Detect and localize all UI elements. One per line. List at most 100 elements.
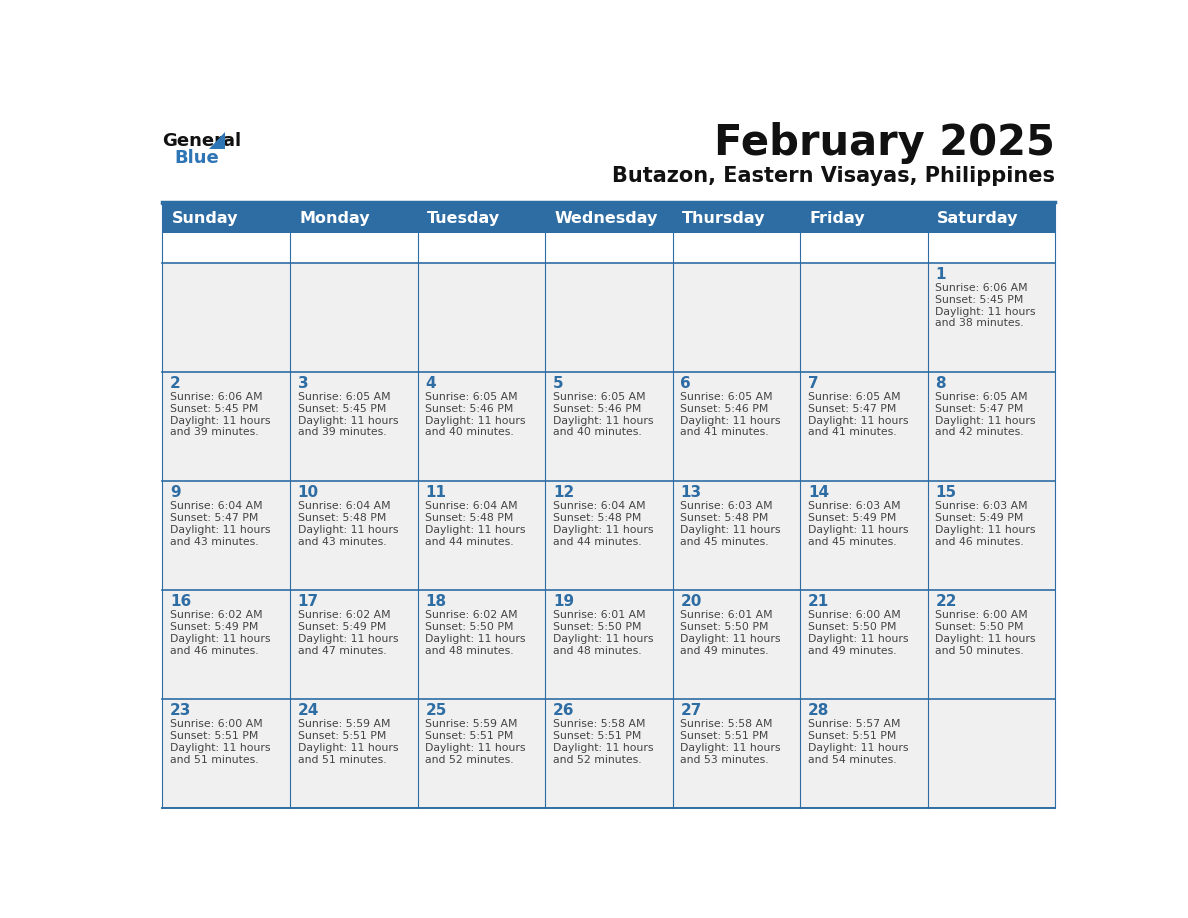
- Bar: [417, 263, 545, 372]
- Text: and 53 minutes.: and 53 minutes.: [681, 755, 769, 765]
- Text: Daylight: 11 hours: Daylight: 11 hours: [298, 743, 398, 753]
- Text: 22: 22: [935, 594, 958, 610]
- Text: Sunset: 5:45 PM: Sunset: 5:45 PM: [170, 404, 259, 414]
- Bar: [545, 372, 672, 481]
- Text: Sunset: 5:45 PM: Sunset: 5:45 PM: [298, 404, 386, 414]
- Text: and 52 minutes.: and 52 minutes.: [552, 755, 642, 765]
- Text: Monday: Monday: [299, 211, 369, 226]
- Text: Sunrise: 6:05 AM: Sunrise: 6:05 AM: [552, 392, 645, 402]
- Bar: [801, 589, 928, 699]
- Text: Daylight: 11 hours: Daylight: 11 hours: [935, 633, 1036, 644]
- Text: Daylight: 11 hours: Daylight: 11 hours: [298, 416, 398, 426]
- Text: 1: 1: [935, 267, 946, 282]
- Text: Sunset: 5:48 PM: Sunset: 5:48 PM: [298, 512, 386, 522]
- Text: Sunset: 5:51 PM: Sunset: 5:51 PM: [552, 731, 642, 741]
- Text: Butazon, Eastern Visayas, Philippines: Butazon, Eastern Visayas, Philippines: [612, 165, 1055, 185]
- Bar: [801, 263, 928, 372]
- Text: Sunrise: 6:05 AM: Sunrise: 6:05 AM: [935, 392, 1028, 402]
- Text: Sunrise: 6:05 AM: Sunrise: 6:05 AM: [298, 392, 391, 402]
- Text: Daylight: 11 hours: Daylight: 11 hours: [425, 524, 526, 534]
- Text: Sunset: 5:50 PM: Sunset: 5:50 PM: [681, 621, 769, 632]
- Text: Thursday: Thursday: [682, 211, 765, 226]
- Text: Sunset: 5:47 PM: Sunset: 5:47 PM: [808, 404, 896, 414]
- Text: Friday: Friday: [809, 211, 865, 226]
- Text: Sunset: 5:50 PM: Sunset: 5:50 PM: [935, 621, 1024, 632]
- Bar: [928, 699, 1055, 808]
- Text: Sunset: 5:47 PM: Sunset: 5:47 PM: [170, 512, 259, 522]
- Text: 20: 20: [681, 594, 702, 610]
- Bar: [290, 481, 417, 589]
- Text: Sunset: 5:45 PM: Sunset: 5:45 PM: [935, 295, 1024, 305]
- Text: Daylight: 11 hours: Daylight: 11 hours: [170, 743, 271, 753]
- Bar: [672, 481, 801, 589]
- Text: and 43 minutes.: and 43 minutes.: [170, 536, 259, 546]
- Bar: [290, 589, 417, 699]
- Bar: [672, 699, 801, 808]
- Text: Sunset: 5:49 PM: Sunset: 5:49 PM: [170, 621, 259, 632]
- Text: Daylight: 11 hours: Daylight: 11 hours: [681, 633, 781, 644]
- Text: Sunrise: 6:04 AM: Sunrise: 6:04 AM: [298, 500, 391, 510]
- Text: 7: 7: [808, 376, 819, 391]
- Text: 27: 27: [681, 703, 702, 719]
- Text: 18: 18: [425, 594, 447, 610]
- Text: Sunset: 5:46 PM: Sunset: 5:46 PM: [425, 404, 513, 414]
- Bar: [928, 372, 1055, 481]
- Text: Sunset: 5:47 PM: Sunset: 5:47 PM: [935, 404, 1024, 414]
- Text: and 46 minutes.: and 46 minutes.: [170, 645, 259, 655]
- Text: Sunset: 5:50 PM: Sunset: 5:50 PM: [425, 621, 513, 632]
- Text: 28: 28: [808, 703, 829, 719]
- Text: Sunset: 5:51 PM: Sunset: 5:51 PM: [298, 731, 386, 741]
- Text: Daylight: 11 hours: Daylight: 11 hours: [808, 633, 909, 644]
- Text: 12: 12: [552, 486, 574, 500]
- Text: Sunset: 5:49 PM: Sunset: 5:49 PM: [298, 621, 386, 632]
- Bar: [417, 481, 545, 589]
- Bar: [417, 589, 545, 699]
- Polygon shape: [209, 132, 225, 149]
- Text: Sunrise: 6:01 AM: Sunrise: 6:01 AM: [681, 610, 773, 620]
- Text: and 51 minutes.: and 51 minutes.: [170, 755, 259, 765]
- Bar: [290, 372, 417, 481]
- Text: and 41 minutes.: and 41 minutes.: [808, 428, 897, 438]
- Text: Daylight: 11 hours: Daylight: 11 hours: [552, 524, 653, 534]
- Text: Wednesday: Wednesday: [555, 211, 658, 226]
- Bar: [163, 699, 290, 808]
- Text: and 49 minutes.: and 49 minutes.: [808, 645, 897, 655]
- Bar: [928, 263, 1055, 372]
- Bar: [163, 589, 290, 699]
- Text: and 47 minutes.: and 47 minutes.: [298, 645, 386, 655]
- Bar: [801, 699, 928, 808]
- Text: and 49 minutes.: and 49 minutes.: [681, 645, 769, 655]
- Bar: [672, 372, 801, 481]
- Text: 14: 14: [808, 486, 829, 500]
- Bar: [672, 589, 801, 699]
- Text: 8: 8: [935, 376, 946, 391]
- Text: and 48 minutes.: and 48 minutes.: [425, 645, 514, 655]
- Text: and 40 minutes.: and 40 minutes.: [425, 428, 514, 438]
- Text: Daylight: 11 hours: Daylight: 11 hours: [425, 743, 526, 753]
- Text: Sunrise: 6:06 AM: Sunrise: 6:06 AM: [170, 392, 263, 402]
- Text: and 38 minutes.: and 38 minutes.: [935, 319, 1024, 329]
- Bar: [801, 481, 928, 589]
- Text: 10: 10: [298, 486, 318, 500]
- Text: Sunset: 5:50 PM: Sunset: 5:50 PM: [552, 621, 642, 632]
- Text: 4: 4: [425, 376, 436, 391]
- Text: Sunset: 5:49 PM: Sunset: 5:49 PM: [935, 512, 1024, 522]
- Text: Sunrise: 5:59 AM: Sunrise: 5:59 AM: [298, 719, 390, 729]
- Text: Daylight: 11 hours: Daylight: 11 hours: [935, 307, 1036, 317]
- Bar: [417, 372, 545, 481]
- Text: Blue: Blue: [175, 149, 220, 167]
- Text: and 43 minutes.: and 43 minutes.: [298, 536, 386, 546]
- Bar: [928, 481, 1055, 589]
- Text: Sunrise: 6:00 AM: Sunrise: 6:00 AM: [808, 610, 901, 620]
- Text: Sunset: 5:46 PM: Sunset: 5:46 PM: [681, 404, 769, 414]
- Bar: [163, 263, 290, 372]
- Text: Daylight: 11 hours: Daylight: 11 hours: [808, 416, 909, 426]
- Text: Sunrise: 5:59 AM: Sunrise: 5:59 AM: [425, 719, 518, 729]
- Text: Sunrise: 6:02 AM: Sunrise: 6:02 AM: [425, 610, 518, 620]
- Text: Sunset: 5:49 PM: Sunset: 5:49 PM: [808, 512, 896, 522]
- Text: and 44 minutes.: and 44 minutes.: [425, 536, 514, 546]
- Text: and 40 minutes.: and 40 minutes.: [552, 428, 642, 438]
- Text: and 52 minutes.: and 52 minutes.: [425, 755, 514, 765]
- Text: Daylight: 11 hours: Daylight: 11 hours: [425, 416, 526, 426]
- Text: Sunset: 5:46 PM: Sunset: 5:46 PM: [552, 404, 642, 414]
